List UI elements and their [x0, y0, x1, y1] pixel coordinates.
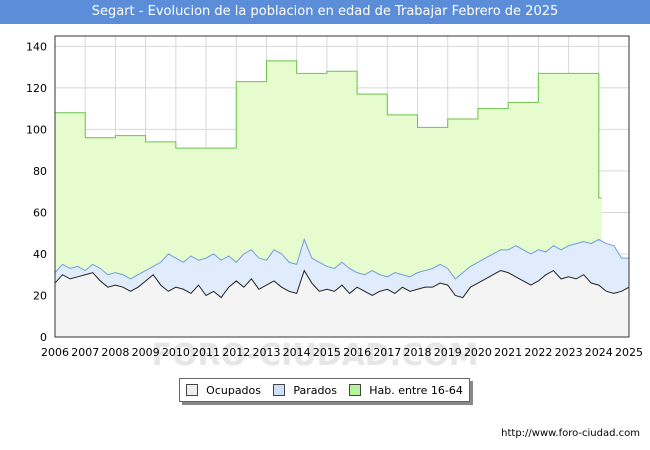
legend-label-parados: Parados	[293, 383, 337, 397]
plot-frame	[54, 35, 630, 338]
x-tick-label-2008: 2008	[101, 346, 129, 359]
y-tick-label-20: 20	[33, 289, 47, 302]
legend-label-ocupados: Ocupados	[206, 383, 262, 397]
legend-swatch-ocupados	[186, 384, 199, 396]
x-tick-label-2013: 2013	[252, 346, 280, 359]
x-tick-label-2011: 2011	[192, 346, 220, 359]
y-tick-label-80: 80	[33, 165, 47, 178]
x-tick-label-2018: 2018	[404, 346, 432, 359]
source-url: http://www.foro-ciudad.com	[501, 428, 640, 439]
legend-item-ocupados: Ocupados	[186, 384, 261, 397]
x-tick-label-2020: 2020	[464, 346, 492, 359]
x-tick-label-2019: 2019	[434, 346, 462, 359]
legend-item-hab: Hab. entre 16-64	[349, 384, 463, 397]
x-tick-label-2025: 2025	[615, 346, 643, 359]
legend-item-parados: Parados	[273, 384, 337, 397]
x-tick-label-2014: 2014	[283, 346, 311, 359]
y-tick-label-0: 0	[40, 331, 47, 344]
watermark: FORO-CIUDAD.COM	[152, 338, 479, 373]
x-tick-label-2015: 2015	[313, 346, 341, 359]
ocupados-area	[55, 270, 629, 337]
y-tick-label-100: 100	[26, 123, 47, 136]
legend-swatch-hab	[349, 384, 362, 396]
x-tick-label-2017: 2017	[373, 346, 401, 359]
x-tick-label-2012: 2012	[222, 346, 250, 359]
x-tick-label-2023: 2023	[555, 346, 583, 359]
parados-line	[54, 237, 629, 280]
y-tick-label-140: 140	[26, 40, 47, 53]
x-tick-label-2006: 2006	[41, 346, 69, 359]
x-tick-label-2007: 2007	[71, 346, 99, 359]
legend: Ocupados Parados Hab. entre 16-64	[179, 378, 470, 402]
x-tick-label-2021: 2021	[494, 346, 522, 359]
ocupados-line	[54, 269, 630, 299]
x-tick-label-2010: 2010	[162, 346, 190, 359]
y-tick-label-60: 60	[33, 206, 47, 219]
chart-title: Segart - Evolucion de la poblacion en ed…	[0, 0, 650, 24]
x-tick-label-2009: 2009	[132, 346, 160, 359]
x-tick-label-2022: 2022	[524, 346, 552, 359]
y-tick-label-120: 120	[26, 82, 47, 95]
legend-swatch-parados	[273, 384, 286, 396]
x-tick-label-2024: 2024	[585, 346, 613, 359]
hab-line	[55, 60, 602, 199]
y-tick-label-40: 40	[33, 248, 47, 261]
legend-label-hab: Hab. entre 16-64	[369, 383, 463, 397]
x-tick-label-2016: 2016	[343, 346, 371, 359]
